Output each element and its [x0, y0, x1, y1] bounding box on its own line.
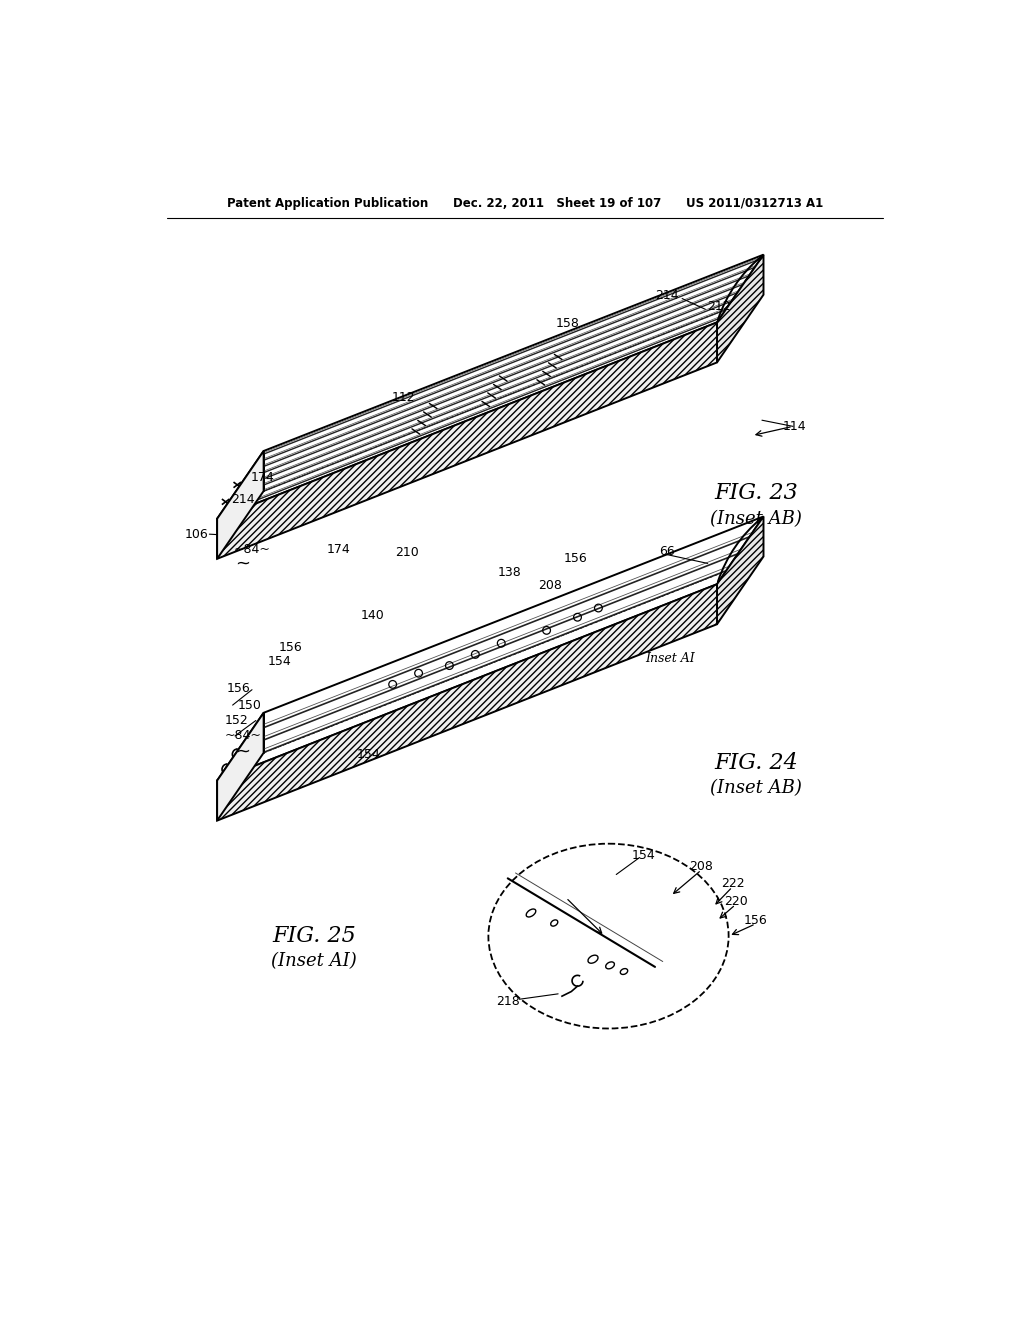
Text: 152: 152 [224, 714, 249, 727]
Text: 158: 158 [555, 317, 580, 330]
Text: 222: 222 [721, 878, 744, 890]
Text: 140: 140 [360, 610, 384, 622]
Text: 138: 138 [498, 566, 521, 579]
Text: 106: 106 [184, 528, 208, 541]
Text: FIG. 25: FIG. 25 [272, 925, 356, 948]
Polygon shape [717, 255, 764, 363]
Text: Patent Application Publication      Dec. 22, 2011   Sheet 19 of 107      US 2011: Patent Application Publication Dec. 22, … [226, 197, 823, 210]
Text: 208: 208 [689, 861, 714, 874]
Text: 156: 156 [743, 915, 768, 927]
Text: (Inset AB): (Inset AB) [710, 779, 802, 797]
Polygon shape [217, 516, 764, 780]
Text: 154: 154 [632, 849, 655, 862]
Polygon shape [717, 516, 764, 624]
Text: ~84~: ~84~ [233, 543, 270, 556]
Polygon shape [217, 255, 764, 519]
Text: Inset AI: Inset AI [645, 652, 695, 665]
Text: 66: 66 [658, 545, 675, 557]
Text: 156: 156 [226, 681, 250, 694]
Text: 220: 220 [725, 895, 749, 908]
Text: 174: 174 [250, 471, 274, 484]
Polygon shape [217, 451, 263, 558]
Text: FIG. 23: FIG. 23 [714, 482, 798, 504]
Text: ~: ~ [236, 742, 250, 760]
Text: FIG. 24: FIG. 24 [714, 752, 798, 774]
Text: 214: 214 [230, 492, 255, 506]
Text: (Inset AI): (Inset AI) [271, 953, 357, 970]
Text: 174: 174 [327, 543, 350, 556]
Text: 112: 112 [391, 391, 415, 404]
Text: ~84~: ~84~ [224, 730, 261, 742]
Text: 214: 214 [654, 289, 679, 302]
Text: 150: 150 [238, 698, 261, 711]
Text: (Inset AB): (Inset AB) [710, 510, 802, 528]
Text: 218: 218 [496, 995, 519, 1008]
Polygon shape [217, 713, 263, 821]
Polygon shape [217, 322, 717, 558]
Text: 156: 156 [279, 640, 303, 653]
Text: 156: 156 [564, 552, 588, 565]
Text: 154: 154 [267, 656, 291, 668]
Text: 212: 212 [707, 300, 730, 313]
Text: 208: 208 [539, 579, 562, 593]
Polygon shape [217, 585, 717, 821]
Text: 114: 114 [782, 420, 806, 433]
Text: 154: 154 [356, 748, 380, 760]
Text: ~: ~ [236, 554, 250, 573]
Text: 210: 210 [395, 546, 419, 560]
